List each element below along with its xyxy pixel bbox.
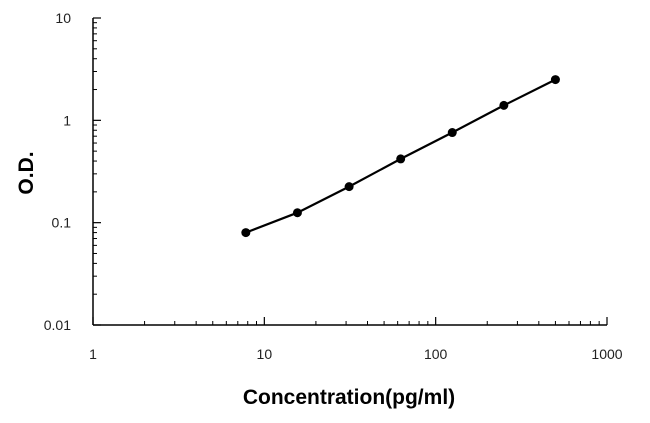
x-axis-ticks: 1 10 100 1000 — [89, 317, 623, 362]
axes — [92, 18, 607, 326]
data-point — [447, 128, 457, 138]
y-tick-label: 1 — [63, 112, 71, 128]
data-point — [241, 228, 251, 238]
x-axis-title: Concentration(pg/ml) — [243, 386, 455, 409]
data-point — [499, 100, 509, 110]
data-point — [344, 182, 354, 192]
y-tick-label: 0.01 — [44, 317, 71, 333]
x-tick-label: 100 — [424, 346, 448, 362]
y-tick-label: 10 — [55, 10, 71, 26]
y-axis-title: O.D. — [15, 151, 38, 194]
y-tick-label: 0.1 — [52, 215, 72, 231]
data-point — [550, 75, 560, 85]
x-tick-label: 1000 — [591, 346, 622, 362]
x-tick-label: 10 — [257, 346, 273, 362]
data-point — [292, 208, 302, 218]
y-axis-ticks: 0.01 0.1 1 10 — [44, 10, 101, 333]
series-group — [241, 75, 560, 238]
data-point — [396, 154, 406, 164]
x-tick-label: 1 — [89, 346, 97, 362]
